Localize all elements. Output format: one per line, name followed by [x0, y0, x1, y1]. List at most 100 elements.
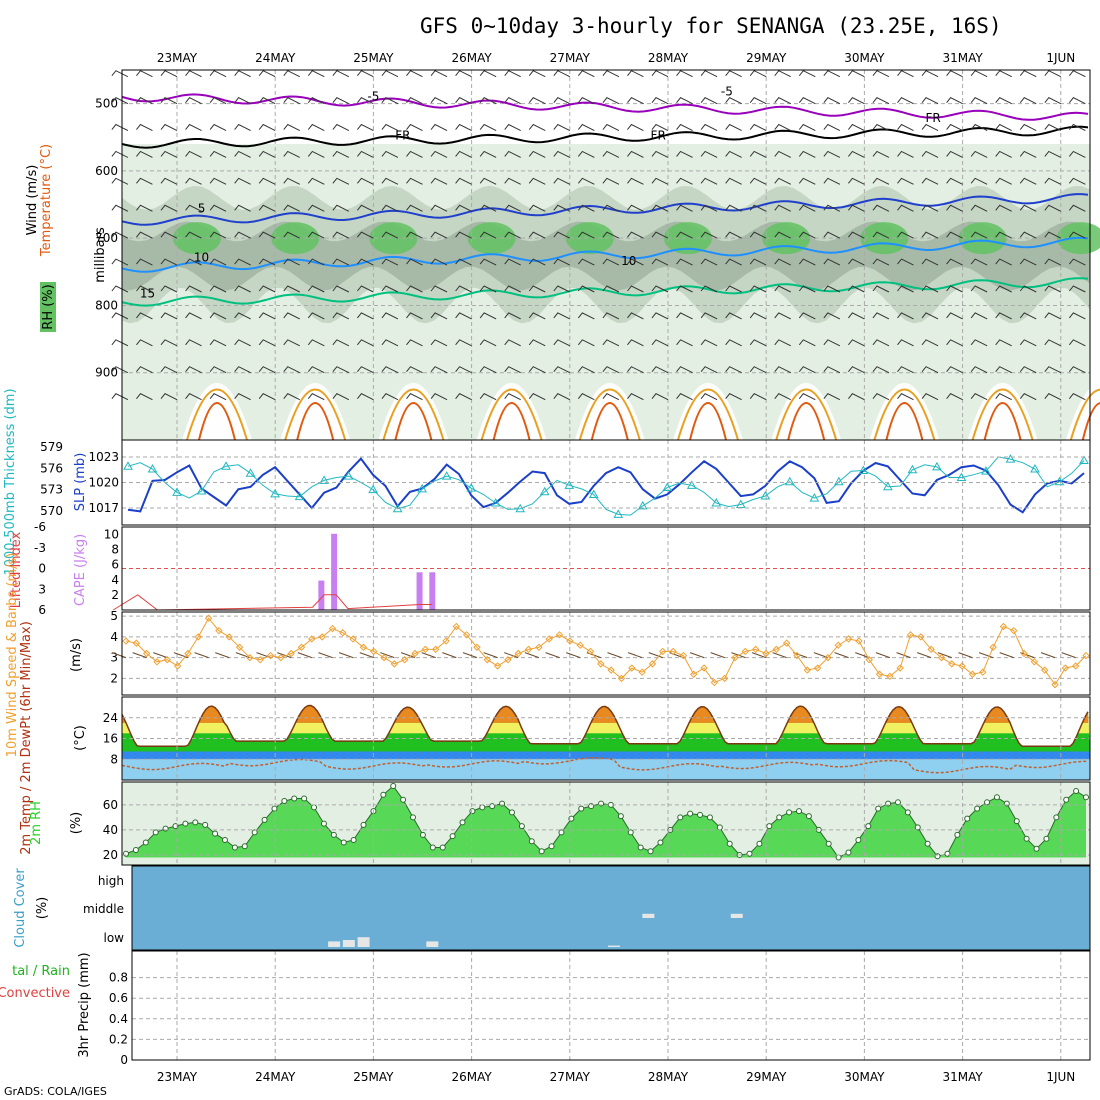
- rh2m-marker: [627, 829, 634, 836]
- wind-barb: [676, 231, 693, 239]
- wind-barb: [700, 123, 718, 131]
- wind-barb: [1044, 97, 1062, 105]
- wind-barb: [970, 204, 988, 212]
- wind-barb: [848, 150, 865, 158]
- contour-label: -5: [367, 89, 379, 103]
- rh2m-marker: [1033, 845, 1040, 852]
- wind-barb: [430, 393, 448, 401]
- rh2m-marker: [924, 840, 931, 847]
- wind-barb: [160, 366, 178, 374]
- wind-barb: [1068, 97, 1086, 105]
- wind-barb-10m: [710, 652, 725, 659]
- wind-barb: [970, 177, 988, 185]
- thickness-marker: [1054, 476, 1065, 486]
- wind-barb: [258, 339, 276, 347]
- contour-label: 5: [198, 202, 206, 216]
- wind-barb: [897, 177, 914, 185]
- wind-barb: [823, 97, 841, 105]
- wind-barb: [946, 312, 963, 320]
- wind-barb: [823, 285, 841, 293]
- wind-barb: [406, 231, 423, 239]
- wind-barb-10m: [504, 652, 519, 659]
- wind-barb: [602, 285, 620, 293]
- wind-barb: [209, 150, 227, 158]
- wind-barb: [577, 204, 595, 212]
- cape-tick: 2: [111, 588, 119, 602]
- wind-barb: [946, 204, 963, 212]
- wind-barb: [553, 285, 571, 293]
- wind-barb: [897, 70, 914, 78]
- wind-barb: [627, 285, 644, 293]
- wind-barb: [872, 177, 890, 185]
- wind-barb: [357, 393, 374, 401]
- wind-speed-marker: [979, 668, 987, 676]
- date-label-top: 1JUN: [1046, 51, 1075, 65]
- wind-barb: [258, 285, 276, 293]
- temperature-contour: [121, 125, 1089, 149]
- surface-dry-cell: [280, 382, 351, 440]
- slp-frame: [121, 439, 1091, 526]
- wind-barb: [258, 231, 276, 239]
- date-label-bottom: 30MAY: [844, 1070, 885, 1084]
- wind-barb: [479, 312, 497, 320]
- wind-barb: [332, 393, 350, 401]
- wind10m-label: 10m Wind Speed & Barbs (m/s): [5, 553, 20, 758]
- wind-barb: [528, 97, 546, 105]
- wind-barb: [872, 70, 890, 78]
- wind-barb: [1044, 150, 1062, 158]
- rh2m-marker: [964, 815, 971, 822]
- wind-barb: [504, 339, 521, 347]
- wind-barb: [872, 97, 890, 105]
- rh2m-marker: [657, 839, 664, 846]
- wind-barb: [970, 150, 988, 158]
- wind-barb: [553, 177, 571, 185]
- temperature-contour-20: [971, 388, 1034, 441]
- wind-speed-marker: [308, 635, 316, 643]
- rh2m-marker: [538, 848, 545, 855]
- wind-barb: [1044, 339, 1062, 347]
- thickness-marker: [883, 481, 893, 491]
- cloud-cover-panel: high middle low Cloud Cover (%): [13, 865, 1091, 951]
- temp2m-label: 2m Temp / 2m DewPt (6hr Min/Max): [19, 621, 34, 855]
- wind-barb: [111, 204, 129, 212]
- slp-tick: 1017: [88, 501, 119, 515]
- wind-barb: [676, 97, 693, 105]
- wind-barb: [528, 312, 546, 320]
- wind-barb: [1019, 231, 1037, 239]
- rh2m-marker: [687, 810, 694, 817]
- wind-barb: [553, 393, 571, 401]
- wind-barb: [602, 150, 620, 158]
- wind-barb: [774, 204, 791, 212]
- wind-barb: [848, 285, 865, 293]
- thickness-marker: [368, 484, 378, 494]
- temperature-contour-25: [983, 402, 1022, 441]
- wind-barb: [1068, 312, 1086, 320]
- wind-barb: [749, 204, 767, 212]
- temperature-contour-20: [677, 388, 739, 441]
- wind-barb: [995, 231, 1012, 239]
- rh2m-marker: [132, 846, 139, 853]
- rh2m-marker: [439, 844, 446, 851]
- thickness-marker: [662, 482, 673, 491]
- wind-barb: [111, 123, 129, 131]
- wind-barb: [774, 97, 791, 105]
- wind-barb: [381, 285, 399, 293]
- wind-barb: [995, 312, 1012, 320]
- thickness-tick: 576: [40, 461, 63, 475]
- wind-barb: [774, 339, 791, 347]
- precip-panel: 0 0.2 0.4 0.6 0.8 tal / Rain Convective 3hr Pre…: [0, 950, 1091, 1067]
- wind-barb: [258, 123, 276, 131]
- li-tick: -6: [34, 520, 46, 534]
- wind-barb: [602, 70, 620, 78]
- date-label-bottom: 31MAY: [942, 1070, 983, 1084]
- wind-barb: [1019, 258, 1037, 266]
- wind-speed-marker: [535, 643, 543, 651]
- cape-tick: 4: [111, 573, 119, 587]
- wind-speed-marker: [793, 651, 801, 660]
- wind-barb: [1019, 393, 1037, 401]
- wind-barb: [430, 258, 448, 266]
- wind-barb-10m: [524, 652, 540, 659]
- wind-barb: [676, 150, 693, 158]
- wind-barb: [160, 123, 178, 131]
- date-label-top: 31MAY: [942, 51, 983, 65]
